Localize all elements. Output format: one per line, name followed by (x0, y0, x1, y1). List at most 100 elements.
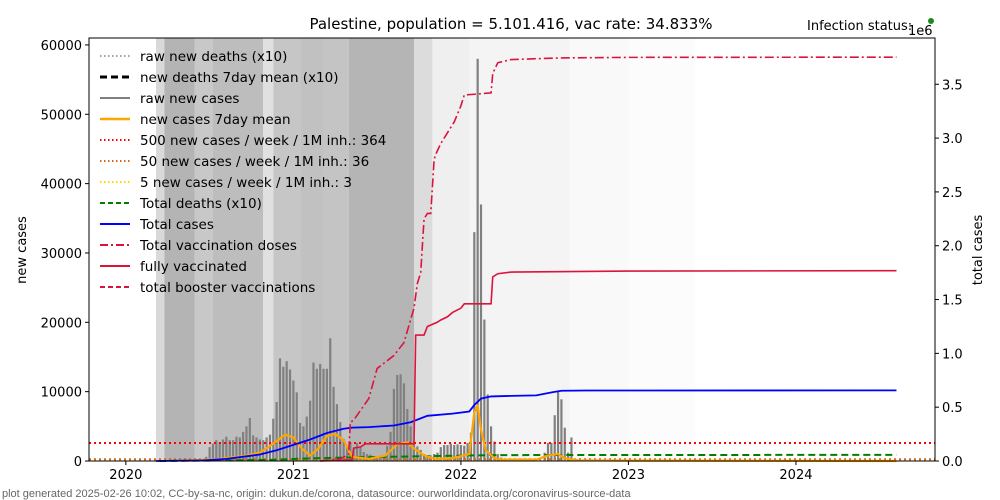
raw-new-cases-bar (365, 454, 369, 461)
legend-label: fully vaccinated (140, 259, 247, 275)
background-band (628, 38, 696, 461)
raw-new-cases-bar (285, 361, 288, 461)
x-tick-label: 2022 (444, 468, 477, 483)
raw-new-cases-bar (359, 447, 362, 461)
legend-label: raw new deaths (x10) (140, 49, 287, 65)
y-tick-label: 40000 (41, 178, 82, 193)
legend-label: Total deaths (x10) (139, 196, 262, 212)
infection-status-indicator (928, 18, 934, 24)
y-tick-label: 20000 (41, 316, 82, 331)
y-right-tick-label: 2.0 (942, 240, 963, 255)
raw-new-cases-bar (295, 392, 298, 461)
background-band (300, 38, 324, 461)
y-tick-label: 50000 (41, 108, 82, 123)
raw-new-cases-bar (235, 436, 238, 461)
raw-new-cases-bar (419, 449, 422, 461)
footer-credit: plot generated 2025-02-26 10:02, CC-by-s… (2, 488, 631, 500)
raw-new-cases-bar (275, 402, 278, 461)
raw-new-cases-bar (312, 362, 315, 461)
legend-label: 5 new cases / week / 1M inh.: 3 (140, 175, 352, 191)
y-axis-label: new cases (15, 216, 30, 284)
y-right-tick-label: 3.5 (942, 78, 963, 93)
raw-new-cases-bar (325, 368, 328, 461)
background-band (194, 38, 213, 461)
raw-new-cases-bar (570, 437, 573, 461)
background-band (413, 38, 433, 461)
y-right-tick-label: 0.5 (942, 401, 963, 416)
raw-new-cases-bar (426, 456, 429, 461)
y-tick-label: 10000 (41, 386, 82, 401)
series-lines (89, 56, 935, 463)
raw-new-cases-bar (255, 437, 258, 461)
raw-new-cases-bar (483, 319, 486, 461)
legend-label: Total vaccination doses (139, 238, 297, 254)
raw-new-cases-bar (218, 442, 221, 461)
raw-new-cases-bar (456, 444, 459, 461)
raw-new-cases-bars (205, 58, 573, 462)
chart-title: Palestine, population = 5.101.416, vac r… (309, 15, 712, 33)
background-band (432, 38, 470, 461)
legend: raw new deaths (x10) new deaths 7day mean… (100, 49, 386, 296)
plot-frame (88, 37, 936, 462)
legend-label: 50 new cases / week / 1M inh.: 36 (140, 154, 369, 170)
x-axis: 2020 2021 2022 2023 2024 (109, 461, 813, 483)
raw-new-cases-bar (355, 442, 359, 461)
legend-label: total booster vaccinations (140, 280, 315, 296)
x-tick-label: 2024 (779, 468, 812, 483)
raw-new-cases-bar (282, 366, 285, 461)
y-axis-right: 0.0 0.5 1.0 1.5 2.0 2.5 3.0 3.5 (935, 78, 963, 470)
fully-vaccinated-line (320, 269, 897, 462)
raw-new-cases-bar (463, 445, 466, 461)
raw-new-cases-bar (335, 404, 339, 461)
background-band (212, 38, 264, 461)
raw-new-cases-bar (228, 440, 231, 461)
background-band (469, 38, 570, 461)
raw-new-cases-bar (211, 443, 215, 461)
y-tick-label: 30000 (41, 247, 82, 262)
raw-new-cases-bar (412, 441, 416, 461)
raw-new-cases-bar (225, 436, 228, 461)
raw-new-cases-bar (439, 447, 442, 461)
y-right-tick-label: 1.0 (942, 347, 963, 362)
raw-new-cases-bar (339, 422, 342, 461)
total-deaths-line (159, 453, 897, 462)
raw-new-cases-bar (245, 426, 248, 461)
raw-new-cases-bar (272, 418, 275, 461)
raw-new-cases-bar (292, 380, 295, 461)
x-tick-label: 2021 (277, 468, 310, 483)
y-axis-right-label: total cases (971, 215, 986, 286)
raw-new-cases-bar (396, 375, 399, 461)
y-right-tick-label: 0.0 (942, 455, 963, 470)
raw-new-cases-bar (238, 437, 241, 461)
raw-new-cases-bar (563, 427, 566, 461)
total-cases-line (155, 389, 897, 462)
raw-new-cases-bar (302, 426, 305, 461)
legend-label: new deaths 7day mean (x10) (140, 70, 339, 86)
raw-new-cases-bar (376, 456, 379, 461)
raw-new-cases-bar (567, 452, 570, 461)
raw-new-cases-bar (242, 431, 245, 461)
y-tick-label: 0 (74, 455, 82, 470)
raw-new-cases-bar (322, 368, 325, 461)
raw-new-cases-bar (352, 448, 355, 461)
background-band (156, 38, 165, 461)
y-axis-left: 0 10000 20000 30000 40000 50000 60000 (41, 39, 89, 470)
raw-new-cases-bar (546, 442, 550, 461)
legend-label: raw new cases (140, 91, 239, 107)
raw-new-cases-bar (479, 204, 483, 462)
raw-new-cases-bar (309, 400, 312, 461)
raw-new-cases-bar (221, 439, 225, 461)
x-tick-label: 2020 (109, 468, 142, 483)
raw-new-cases-bar (342, 438, 345, 461)
raw-new-cases-bar (476, 58, 479, 461)
raw-new-cases-bar (489, 426, 493, 461)
raw-new-cases-bar (556, 391, 560, 461)
raw-new-cases-bar (315, 368, 318, 461)
raw-new-cases-bar (268, 434, 272, 461)
raw-new-cases-bar (473, 232, 476, 461)
background-band (263, 38, 274, 461)
raw-new-cases-bar (215, 440, 218, 461)
raw-new-cases-bar (389, 431, 392, 461)
raw-new-cases-bar (443, 445, 446, 461)
